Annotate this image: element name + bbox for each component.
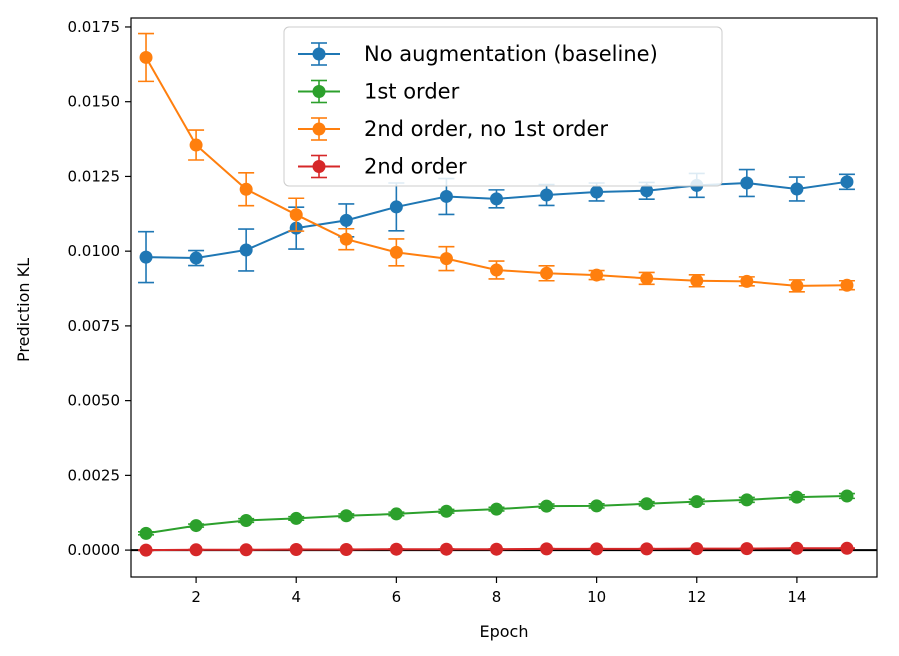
legend-label: No augmentation (baseline) <box>364 42 658 66</box>
data-point <box>239 182 253 196</box>
data-point <box>139 543 153 557</box>
legend-marker <box>312 47 326 61</box>
data-point <box>790 490 804 504</box>
legend-entry-1: No augmentation (baseline) <box>298 42 658 66</box>
data-point <box>389 200 403 214</box>
y-tick-label: 0.0125 <box>68 167 121 185</box>
x-tick-label: 12 <box>687 588 706 606</box>
series-2 <box>138 489 855 540</box>
data-point <box>489 502 503 516</box>
data-point <box>590 542 604 556</box>
data-point <box>690 274 704 288</box>
series-3 <box>138 32 855 293</box>
data-point <box>389 507 403 521</box>
data-point <box>840 541 854 555</box>
data-point <box>239 543 253 557</box>
data-point <box>189 519 203 533</box>
data-point <box>690 495 704 509</box>
legend-label: 1st order <box>364 80 460 104</box>
y-tick-label: 0.0100 <box>68 242 121 260</box>
data-point <box>289 208 303 222</box>
legend-entry-3: 2nd order, no 1st order <box>298 117 608 141</box>
data-point <box>740 176 754 190</box>
data-point <box>690 542 704 556</box>
x-tick-label: 2 <box>191 588 201 606</box>
x-tick-label: 8 <box>492 588 502 606</box>
data-point <box>640 497 654 511</box>
data-point <box>740 542 754 556</box>
data-point <box>840 278 854 292</box>
x-tick-label: 6 <box>392 588 402 606</box>
y-tick-label: 0.0025 <box>68 466 121 484</box>
data-point <box>489 263 503 277</box>
data-point <box>640 184 654 198</box>
y-tick-label: 0.0075 <box>68 317 121 335</box>
data-point <box>339 542 353 556</box>
data-point <box>239 514 253 528</box>
data-point <box>389 245 403 259</box>
data-point <box>790 182 804 196</box>
y-tick-label: 0.0000 <box>68 541 121 559</box>
x-tick-label: 10 <box>587 588 606 606</box>
data-point <box>790 541 804 555</box>
data-point <box>239 243 253 257</box>
data-point <box>389 542 403 556</box>
data-point <box>139 526 153 540</box>
legend-label: 2nd order <box>364 155 467 179</box>
legend-label: 2nd order, no 1st order <box>364 117 608 141</box>
series-1 <box>138 168 855 284</box>
data-point <box>439 252 453 266</box>
data-point <box>489 542 503 556</box>
y-tick-label: 0.0150 <box>68 93 121 111</box>
data-point <box>590 499 604 513</box>
data-point <box>339 213 353 227</box>
data-point <box>139 50 153 64</box>
legend-entry-4: 2nd order <box>298 155 467 179</box>
legend-marker <box>312 160 326 173</box>
data-point <box>189 251 203 265</box>
data-point <box>289 542 303 556</box>
data-point <box>439 542 453 556</box>
data-point <box>540 499 554 513</box>
data-point <box>339 509 353 523</box>
data-point <box>790 279 804 293</box>
data-point <box>439 504 453 518</box>
data-point <box>840 489 854 503</box>
data-point <box>590 185 604 199</box>
data-point <box>439 189 453 203</box>
data-point <box>590 268 604 282</box>
data-point <box>740 274 754 288</box>
legend-entry-2: 1st order <box>298 80 460 104</box>
data-point <box>189 138 203 152</box>
plot-frame <box>130 17 878 578</box>
data-point <box>640 271 654 285</box>
x-tick-label: 14 <box>787 588 806 606</box>
legend-marker <box>312 122 326 136</box>
data-point <box>540 266 554 280</box>
data-point <box>640 542 654 556</box>
legend-marker <box>312 85 326 98</box>
y-axis-title: Prediction KL <box>14 258 33 362</box>
data-point <box>339 232 353 246</box>
data-point <box>489 192 503 206</box>
data-point <box>139 250 153 264</box>
series-4 <box>138 541 855 557</box>
data-point <box>189 543 203 557</box>
data-point <box>540 542 554 556</box>
x-tick-label: 4 <box>291 588 301 606</box>
x-axis-title: Epoch <box>480 622 529 641</box>
legend: No augmentation (baseline) 1st order 2nd o… <box>283 26 723 187</box>
y-tick-label: 0.0175 <box>68 18 121 36</box>
data-point <box>289 511 303 525</box>
y-tick-label: 0.0050 <box>68 392 121 410</box>
legend-box <box>283 26 723 187</box>
data-point <box>740 493 754 507</box>
data-point <box>840 175 854 189</box>
data-point <box>540 188 554 202</box>
